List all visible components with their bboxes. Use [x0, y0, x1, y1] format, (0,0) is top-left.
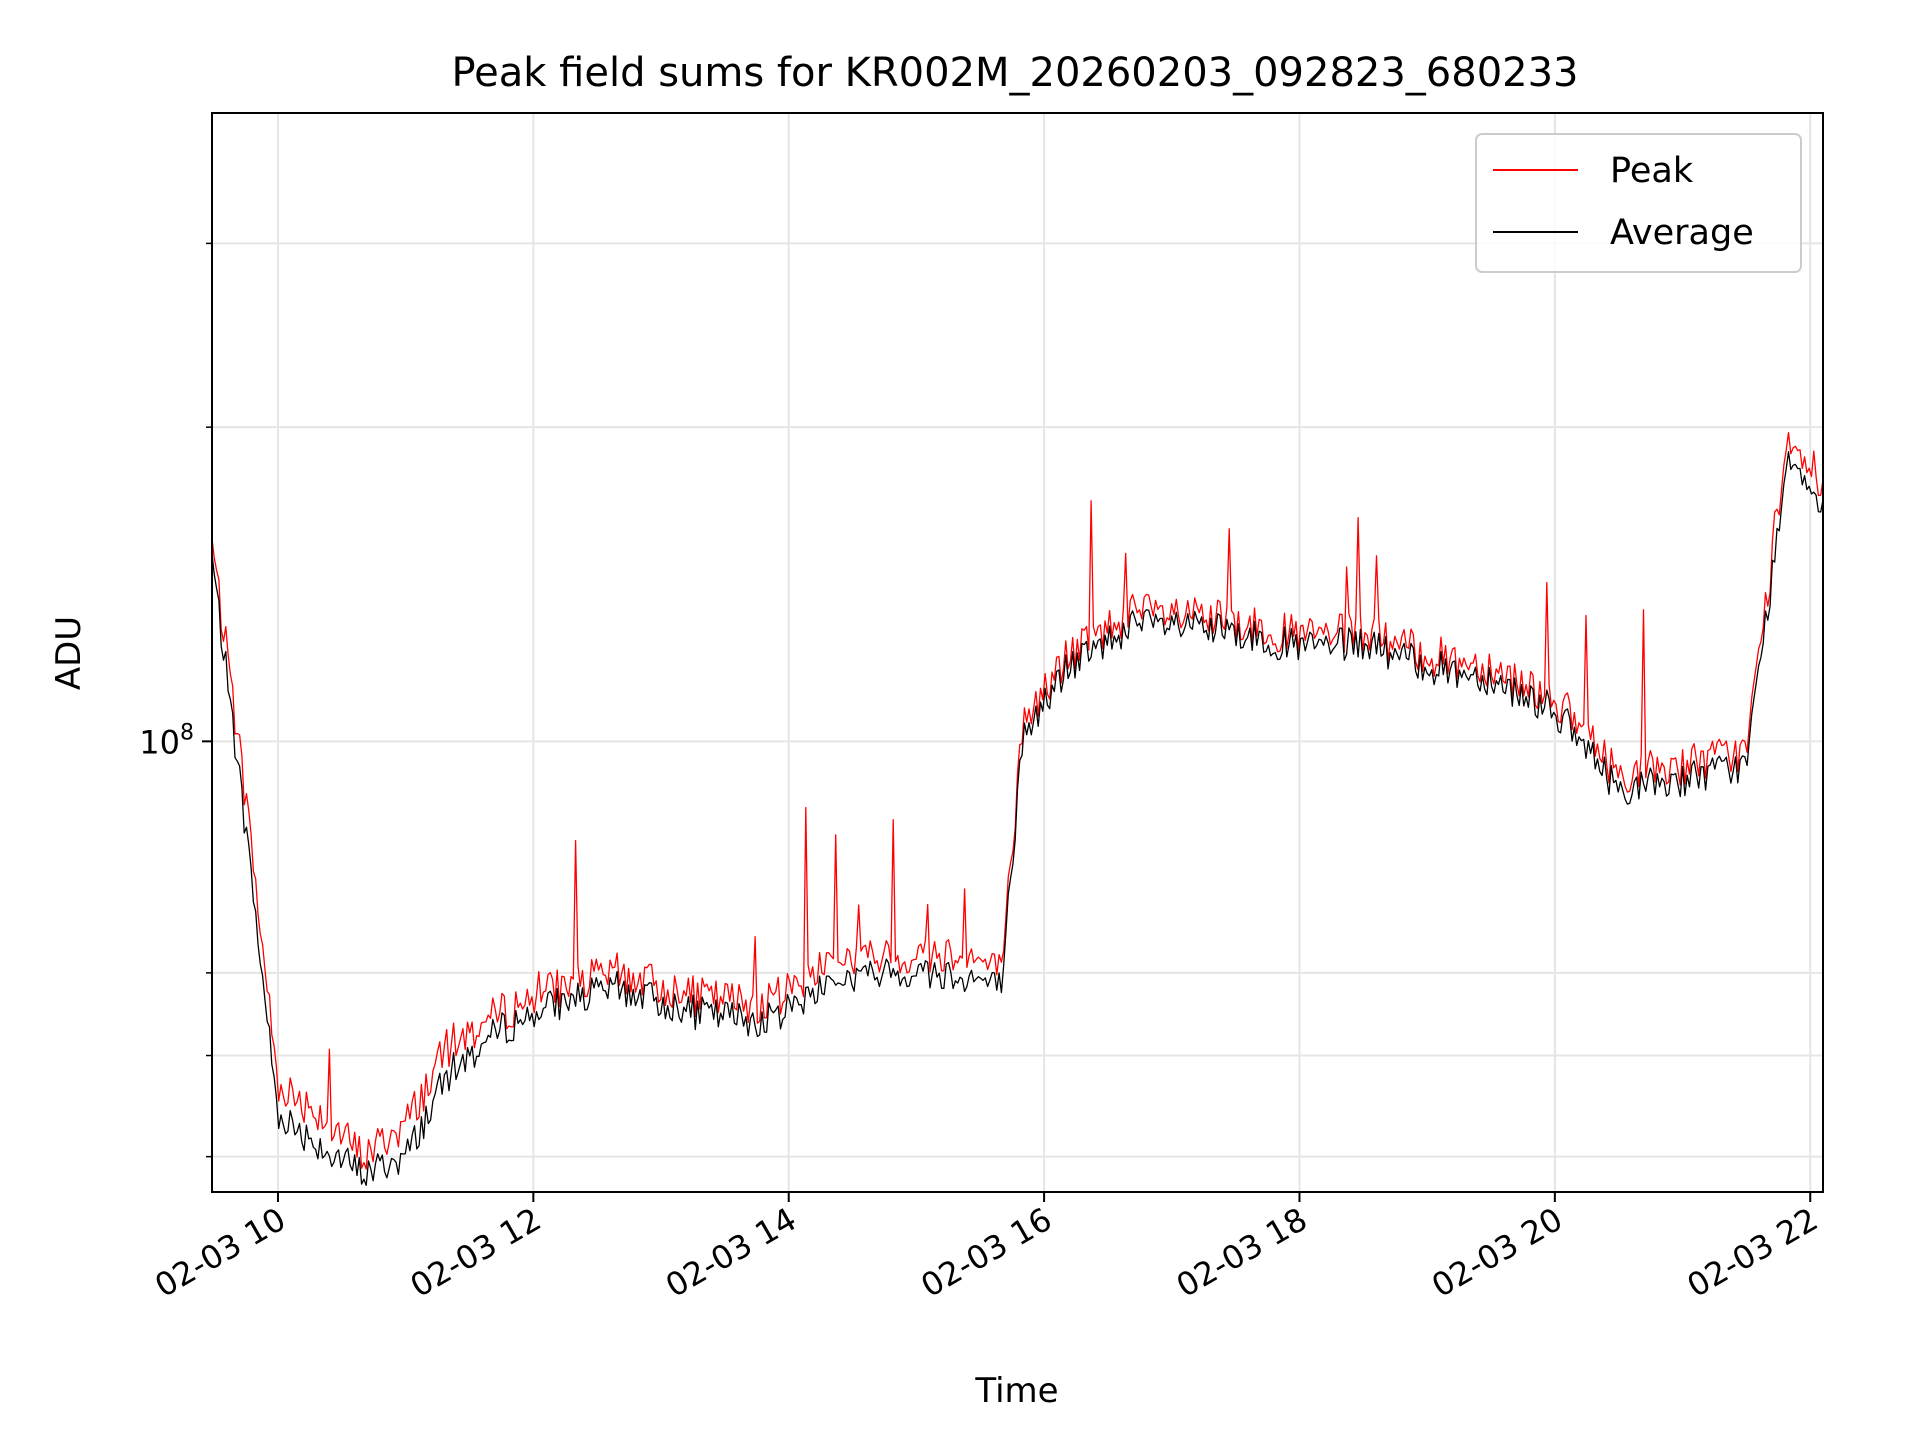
x-tick-label: 02-03 18 — [1170, 1200, 1314, 1305]
chart-title: Peak field sums for KR002M_20260203_0928… — [451, 50, 1578, 96]
x-tick-label: 02-03 20 — [1425, 1200, 1569, 1305]
y-tick-labels: 108 — [139, 720, 194, 761]
x-axis-label: Time — [974, 1371, 1058, 1411]
x-tick-label: 02-03 16 — [915, 1200, 1059, 1305]
legend: Peak Average — [1475, 133, 1802, 273]
series-line-peak — [211, 431, 1824, 1170]
legend-label-peak: Peak — [1610, 151, 1694, 191]
series-line-average — [211, 451, 1824, 1186]
x-tick-label: 02-03 22 — [1681, 1200, 1825, 1305]
x-tick-label: 02-03 14 — [659, 1200, 803, 1305]
legend-box — [1475, 133, 1802, 273]
x-tick-label: 02-03 10 — [148, 1200, 292, 1305]
series-lines — [211, 431, 1824, 1186]
legend-label-average: Average — [1610, 213, 1754, 253]
plot-frame — [211, 112, 1824, 1193]
y-axis-label: ADU — [49, 616, 89, 690]
axis-ticks: 02-03 10 02-03 12 02-03 14 02-03 16 02-03 18… — [148, 242, 1825, 1305]
y-tick-label: 108 — [139, 720, 194, 761]
x-tick-label: 02-03 12 — [404, 1200, 548, 1305]
